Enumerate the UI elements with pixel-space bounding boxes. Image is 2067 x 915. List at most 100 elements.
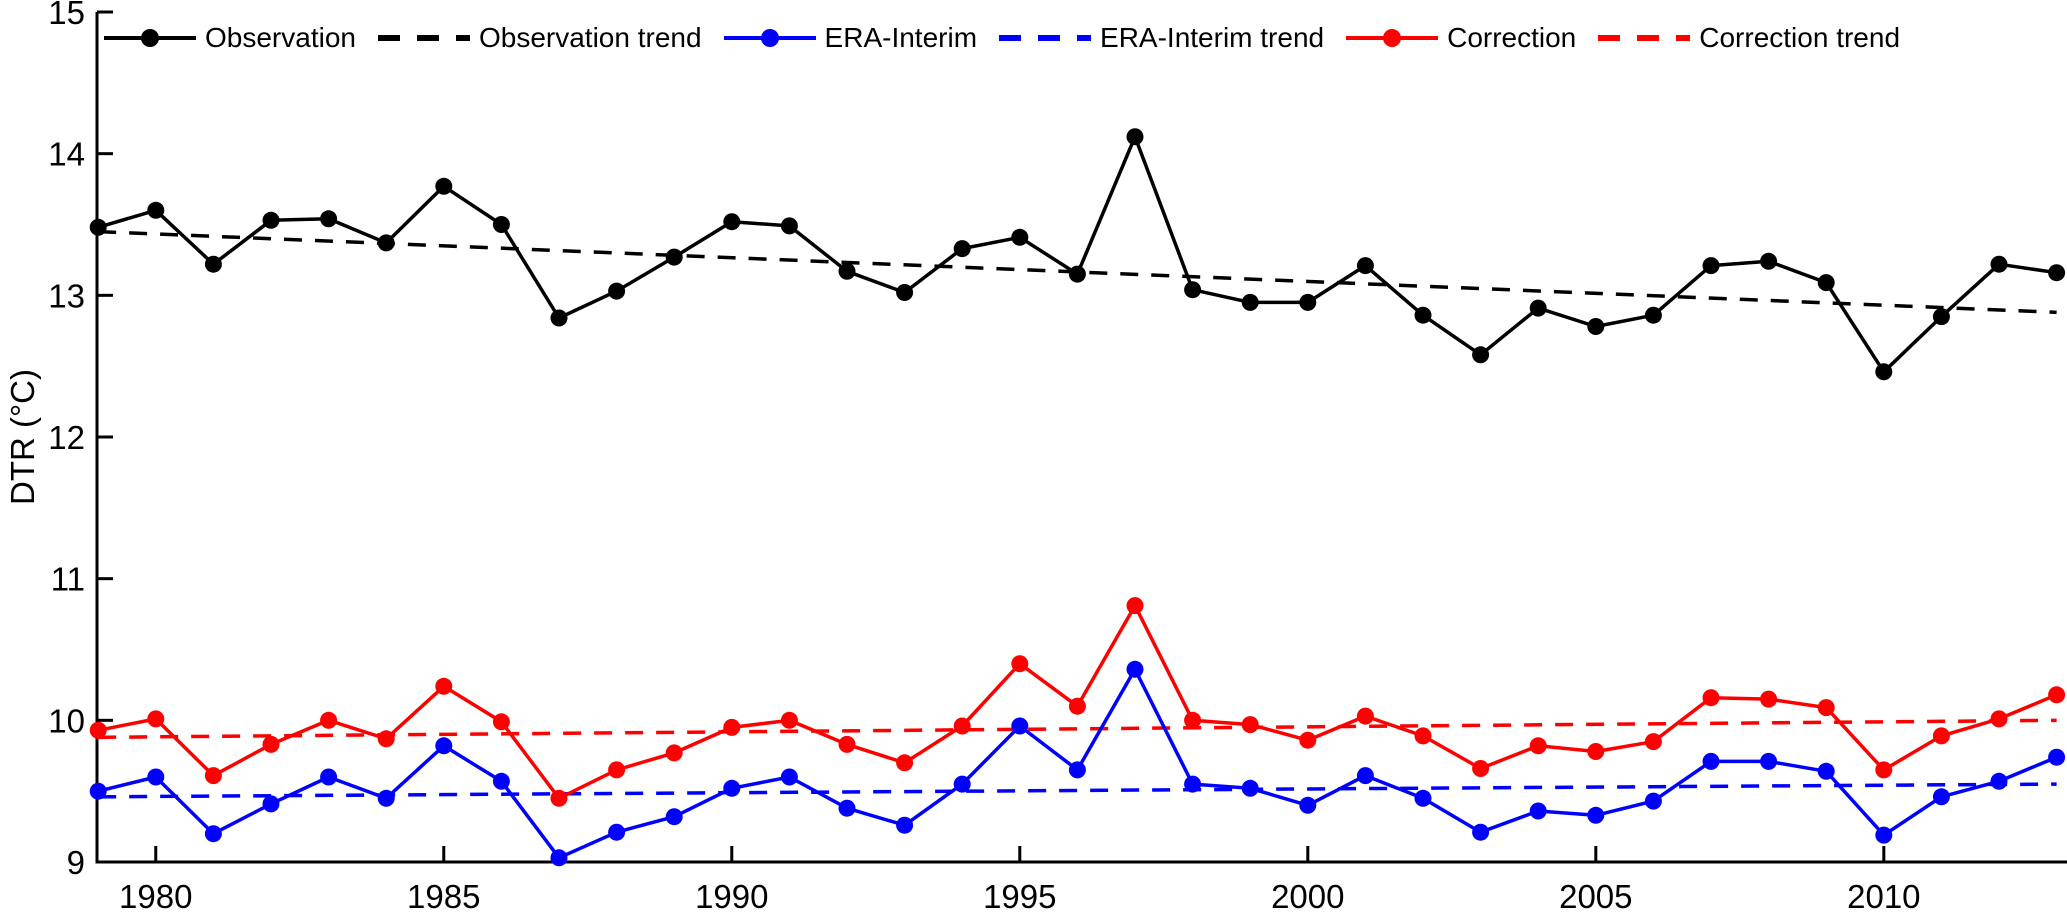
series-marker-era-interim — [1241, 779, 1259, 797]
series-marker-correction — [1356, 707, 1374, 725]
series-marker-correction — [1184, 711, 1202, 729]
series-marker-era-interim — [1414, 789, 1432, 807]
series-marker-correction — [550, 789, 568, 807]
series-marker-correction — [435, 677, 453, 695]
series-marker-era-interim — [838, 799, 856, 817]
series-marker-observation — [1068, 265, 1086, 283]
series-marker-era-interim — [377, 789, 395, 807]
series-marker-observation — [1932, 308, 1950, 326]
series-marker-correction — [262, 735, 280, 753]
era-interim-trend-dash-swatch-icon — [999, 35, 1092, 41]
series-marker-correction — [1990, 710, 2008, 728]
series-marker-observation — [1644, 306, 1662, 324]
series-marker-observation — [320, 210, 338, 228]
legend-item-era-interim-trend: ERA-Interim trend — [999, 24, 1324, 52]
legend-item-observation: Observation — [104, 24, 356, 52]
series-marker-correction — [953, 717, 971, 735]
trend-line-era-interim-trend — [98, 782, 2057, 799]
x-tick-label: 1985 — [407, 878, 480, 915]
series-marker-observation — [89, 218, 107, 236]
series-marker-correction — [780, 711, 798, 729]
series-marker-observation — [780, 217, 798, 235]
legend-label-correction-trend: Correction trend — [1699, 22, 1901, 53]
y-tick-label: 11 — [51, 561, 85, 598]
series-marker-observation — [435, 177, 453, 195]
legend-item-correction-trend: Correction trend — [1598, 24, 1900, 52]
y-axis-label: DTR (°C) — [4, 369, 41, 505]
series-marker-observation — [550, 309, 568, 327]
series-marker-era-interim — [953, 775, 971, 793]
series-marker-correction — [1241, 716, 1259, 734]
series-marker-observation — [1702, 257, 1720, 275]
series-marker-era-interim — [1011, 717, 1029, 735]
series-marker-correction — [492, 713, 510, 731]
series-marker-observation — [1356, 257, 1374, 275]
series-marker-correction — [1760, 690, 1778, 708]
y-tick-label: 12 — [48, 419, 85, 456]
series-marker-era-interim — [1529, 802, 1547, 820]
series-marker-era-interim — [1472, 823, 1490, 841]
series-marker-era-interim — [1299, 796, 1317, 814]
series-marker-correction — [1587, 743, 1605, 760]
series-marker-observation — [1529, 299, 1547, 317]
series-marker-era-interim — [1760, 752, 1778, 770]
series-marker-correction — [147, 710, 165, 728]
marker-dot-icon — [141, 29, 159, 47]
trend-line-correction-trend — [98, 718, 2057, 740]
series-marker-correction — [1068, 697, 1086, 715]
series-marker-observation — [1817, 274, 1835, 292]
series-marker-observation — [1126, 128, 1144, 146]
series-marker-observation — [723, 213, 741, 231]
series-marker-era-interim — [1184, 775, 1202, 793]
series-marker-era-interim — [723, 779, 741, 797]
x-tick-label: 2010 — [1847, 878, 1920, 915]
series-marker-observation — [1241, 293, 1259, 311]
series-marker-observation — [1990, 255, 2008, 273]
x-tick-label: 2005 — [1559, 878, 1632, 915]
series-marker-era-interim — [262, 795, 280, 813]
series-marker-observation — [1472, 346, 1490, 364]
series-marker-era-interim — [204, 825, 222, 843]
legend-item-observation-trend: Observation trend — [377, 22, 702, 53]
x-tick-label: 1980 — [119, 878, 192, 915]
observation-line-swatch-icon — [104, 29, 196, 47]
series-marker-observation — [492, 216, 510, 233]
series-marker-correction — [1529, 737, 1547, 755]
series-marker-era-interim — [1817, 762, 1835, 780]
series-marker-observation — [262, 211, 280, 229]
series-marker-correction — [608, 761, 626, 779]
series-marker-era-interim — [89, 782, 107, 800]
series-marker-era-interim — [1644, 792, 1662, 810]
series-marker-era-interim — [1932, 788, 1950, 806]
series-marker-correction — [1644, 733, 1662, 751]
series-marker-era-interim — [435, 737, 453, 755]
series-marker-observation — [1875, 363, 1893, 381]
series-marker-correction — [838, 735, 856, 753]
legend-label-correction: Correction — [1447, 22, 1577, 53]
series-marker-observation — [1587, 318, 1605, 335]
series-marker-observation — [1414, 306, 1432, 324]
legend-label-observation: Observation — [205, 22, 356, 53]
series-marker-observation — [1760, 252, 1778, 270]
legend: Observation Observation trend ERA-Interi… — [104, 24, 1900, 52]
series-marker-observation — [2048, 264, 2066, 282]
series-marker-era-interim — [665, 808, 683, 826]
series-marker-observation — [1299, 293, 1317, 311]
legend-label-era-interim-trend: ERA-Interim trend — [1100, 22, 1325, 53]
series-marker-correction — [1472, 760, 1490, 777]
y-tick-label: 14 — [48, 136, 85, 173]
series-marker-correction — [89, 721, 107, 739]
legend-label-observation-trend: Observation trend — [478, 22, 702, 53]
series-marker-correction — [1126, 597, 1144, 615]
series-marker-era-interim — [1875, 826, 1893, 844]
series-marker-observation — [665, 248, 683, 266]
series-marker-observation — [147, 201, 165, 219]
observation-trend-dash-swatch-icon — [377, 35, 470, 41]
x-tick-label: 1990 — [695, 878, 768, 915]
x-tick-label: 1995 — [983, 878, 1056, 915]
series-marker-era-interim — [147, 768, 165, 786]
series-line-observation — [97, 134, 2057, 374]
series-marker-era-interim — [780, 768, 798, 786]
marker-dot-icon — [1383, 29, 1402, 47]
